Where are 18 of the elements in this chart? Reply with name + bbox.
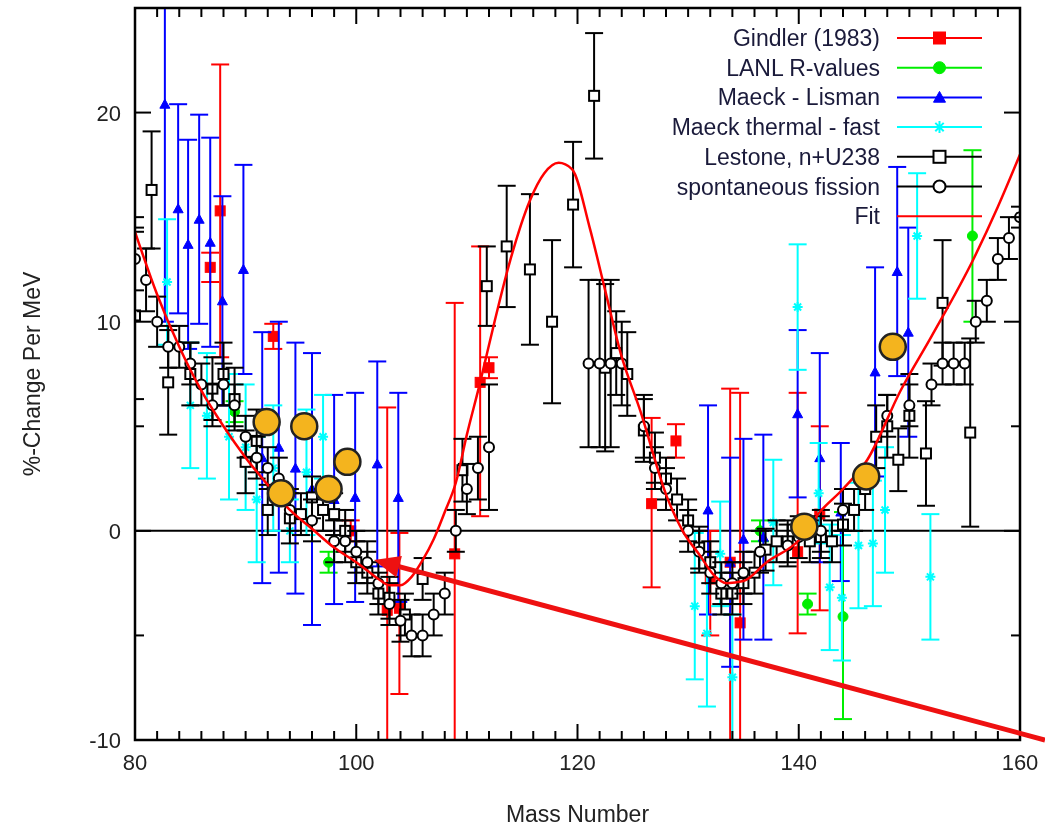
legend-label: LANL R-values (726, 54, 880, 81)
y-tick-label: 10 (96, 309, 121, 335)
x-axis-title: Mass Number (505, 801, 650, 827)
y-tick-label: 20 (96, 100, 121, 126)
x-tick-label: 80 (122, 750, 148, 775)
legend-label: Gindler (1983) (732, 25, 880, 51)
legend-label: Maeck thermal - fast (671, 114, 881, 141)
legend-label: Fit (854, 203, 881, 230)
x-tick-label: 100 (337, 750, 375, 775)
y-tick-label: -10 (89, 728, 121, 753)
legend-label: spontaneous fission (676, 173, 880, 200)
x-tick-label: 160 (1001, 750, 1039, 775)
y-axis-title: %-Change Per MeV (19, 271, 45, 477)
x-tick-label: 120 (559, 750, 596, 775)
legend-label: Maeck - Lisman (717, 84, 880, 111)
legend-label: Lestone, n+U238 (704, 143, 880, 170)
x-tick-label: 140 (780, 750, 818, 775)
y-tick-label: 0 (108, 518, 121, 544)
